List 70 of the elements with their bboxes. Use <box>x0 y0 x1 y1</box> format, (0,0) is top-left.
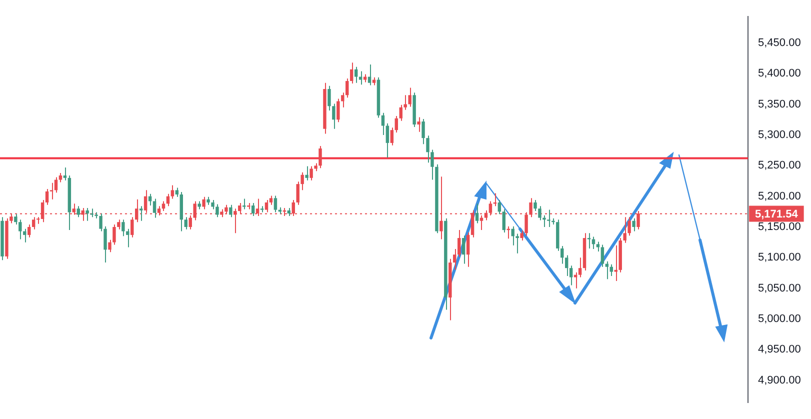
candlestick <box>184 216 188 230</box>
y-tick-label: 5,450.00 <box>758 37 801 50</box>
candlestick <box>117 219 120 230</box>
candlestick <box>529 198 532 218</box>
candlestick <box>350 62 354 84</box>
candlestick <box>358 70 362 86</box>
candlestick <box>63 166 67 181</box>
candlestick <box>130 216 134 238</box>
candlestick <box>332 103 336 130</box>
y-tick-label: 5,350.00 <box>758 98 801 110</box>
y-tick-label: 5,250.00 <box>758 160 801 172</box>
candlestick <box>50 182 54 200</box>
candlestick <box>28 224 31 238</box>
candlestick <box>318 146 322 169</box>
candlestick <box>328 85 331 111</box>
candlestick <box>139 206 143 222</box>
candlestick <box>596 241 600 252</box>
candlestick <box>86 207 89 222</box>
candlestick <box>498 199 502 215</box>
candlestick <box>592 236 596 250</box>
y-tick-label: 4,900.00 <box>758 374 801 386</box>
candlestick <box>632 218 636 232</box>
candlestick <box>126 228 130 248</box>
y-tick-label: 4,950.00 <box>758 344 801 356</box>
y-tick-label: 5,100.00 <box>758 252 801 264</box>
candlestick <box>305 166 308 181</box>
candlestick <box>502 208 506 233</box>
candlestick <box>122 219 125 237</box>
candlestick <box>135 198 138 223</box>
candlestick <box>564 254 568 277</box>
candlestick <box>408 87 412 108</box>
candlestick <box>417 116 420 132</box>
y-tick-label: 5,050.00 <box>758 282 801 294</box>
candlestick <box>216 204 219 218</box>
candlestick <box>251 202 255 216</box>
candlestick <box>310 166 313 181</box>
y-tick-label: 5,150.00 <box>758 221 801 234</box>
candlestick <box>394 115 398 134</box>
candlestick <box>605 260 609 280</box>
candlestick <box>475 203 479 224</box>
candlestick <box>32 216 36 230</box>
candlestick <box>175 187 179 198</box>
candlestick <box>381 112 385 136</box>
candlestick <box>336 98 340 123</box>
candlestick <box>390 127 394 146</box>
y-tick-label: 5,200.00 <box>758 190 801 202</box>
candlestick <box>264 199 268 213</box>
y-tick-label: 5,000.00 <box>758 313 801 326</box>
y-tick-label: 5,400.00 <box>758 68 801 80</box>
candlestick <box>534 199 537 212</box>
candlestick <box>600 244 604 268</box>
candlestick <box>462 235 466 264</box>
candlestick <box>574 272 578 289</box>
candlestick <box>274 195 278 213</box>
candlestick <box>170 184 174 200</box>
candlestick <box>152 198 156 218</box>
candlestick <box>484 210 488 221</box>
y-tick-label: 5,300.00 <box>758 129 801 142</box>
candlestick <box>76 206 80 218</box>
candlestick <box>368 64 372 86</box>
candlestick <box>234 208 237 234</box>
candlestick <box>466 232 470 268</box>
candlestick <box>610 264 613 277</box>
candlestick <box>229 204 232 218</box>
candlestick <box>386 122 390 158</box>
ref-line-label: 5,171.54 <box>755 208 799 220</box>
candlestick <box>202 196 206 210</box>
candlestick <box>422 118 425 145</box>
candlestick <box>58 172 62 183</box>
candlestick <box>162 200 166 212</box>
